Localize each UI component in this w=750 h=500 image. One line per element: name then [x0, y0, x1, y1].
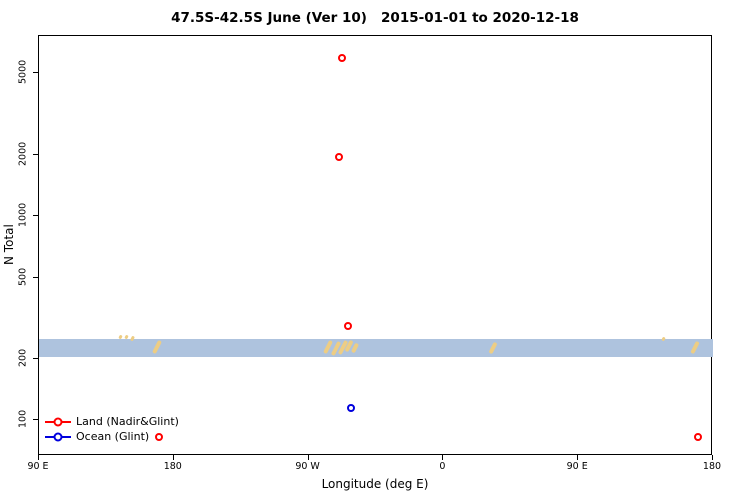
data-point	[154, 432, 163, 441]
data-point	[694, 432, 703, 441]
x-axis-label: Longitude (deg E)	[321, 477, 429, 491]
data-point	[343, 321, 352, 330]
y-tick-mark	[33, 215, 38, 217]
x-tick-mark	[307, 455, 309, 460]
legend-item-land: Land (Nadir&Glint)	[45, 414, 179, 429]
y-tick-label: 1000	[17, 202, 29, 228]
y-tick-label: 2000	[17, 141, 29, 166]
y-tick-mark	[33, 153, 38, 155]
y-tick-label: 100	[17, 410, 29, 429]
chart-title: 47.5S-42.5S June (Ver 10) 2015-01-01 to …	[171, 10, 579, 26]
y-axis-label: N Total	[2, 224, 16, 266]
open-circle-icon	[53, 432, 63, 441]
y-tick-mark	[33, 419, 38, 421]
x-tick-label: 90 E	[566, 461, 588, 472]
legend-label-land: Land (Nadir&Glint)	[76, 415, 179, 428]
open-circle-icon	[53, 417, 63, 426]
x-tick-label: 180	[163, 461, 182, 472]
data-point	[346, 404, 355, 413]
x-tick-mark	[442, 455, 444, 460]
x-tick-label: 180	[702, 461, 722, 472]
data-point	[337, 54, 346, 63]
x-tick-label: 90 W	[295, 461, 320, 472]
plot-area: Land (Nadir&Glint) Ocean (Glint)	[38, 35, 713, 455]
y-tick-mark	[33, 357, 38, 359]
legend-item-ocean: Ocean (Glint)	[45, 429, 179, 444]
x-tick-mark	[38, 455, 39, 460]
dense-point-band	[39, 339, 713, 357]
legend: Land (Nadir&Glint) Ocean (Glint)	[45, 414, 179, 444]
y-tick-label: 5000	[17, 60, 29, 85]
ocean-series-marker-icon	[45, 431, 71, 442]
data-point	[334, 152, 343, 161]
x-tick-mark	[712, 455, 713, 460]
x-tick-label: 90 E	[27, 461, 49, 472]
y-tick-mark	[33, 276, 38, 278]
y-tick-mark	[33, 72, 38, 74]
y-tick-label: 200	[17, 348, 29, 367]
land-series-marker-icon	[45, 416, 71, 427]
x-tick-label: 0	[439, 461, 446, 472]
legend-label-ocean: Ocean (Glint)	[76, 430, 150, 443]
y-tick-label: 500	[17, 267, 29, 286]
x-tick-mark	[577, 455, 579, 460]
x-tick-mark	[172, 455, 174, 460]
